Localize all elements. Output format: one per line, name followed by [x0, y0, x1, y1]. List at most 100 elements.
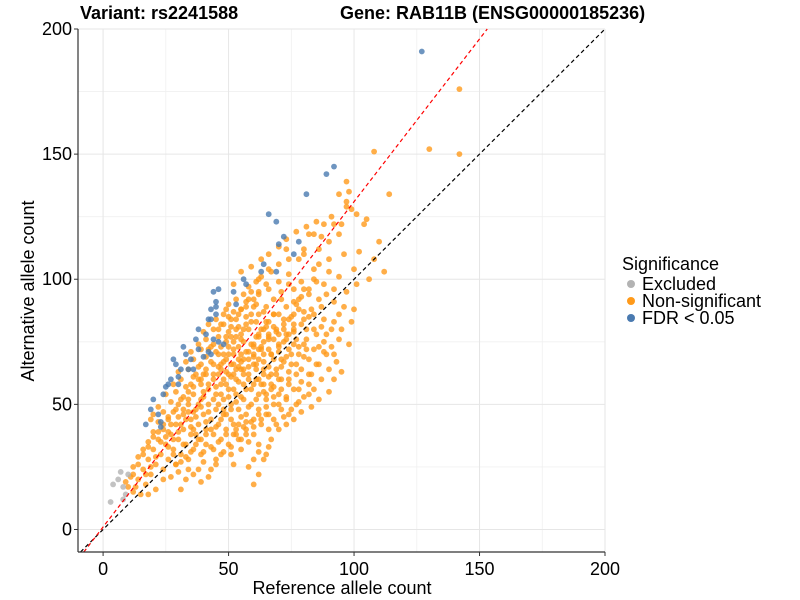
point-non-significant [253, 396, 260, 403]
point-non-significant [243, 303, 250, 310]
point-non-significant [243, 411, 250, 418]
point-non-significant [341, 251, 347, 258]
point-non-significant [255, 276, 262, 283]
point-non-significant [316, 261, 322, 268]
point-non-significant [245, 376, 252, 383]
point-non-significant [135, 476, 142, 483]
point-non-significant [225, 351, 232, 358]
point-fdr-0-05 [213, 303, 219, 310]
point-non-significant [283, 246, 290, 253]
point-non-significant [255, 471, 262, 478]
point-non-significant [170, 446, 177, 453]
point-non-significant [238, 306, 245, 313]
point-non-significant [351, 266, 357, 273]
point-non-significant [208, 416, 214, 423]
point-non-significant [313, 218, 320, 225]
point-non-significant [240, 366, 247, 373]
point-non-significant [225, 394, 232, 400]
point-non-significant [215, 326, 222, 333]
point-non-significant [223, 333, 230, 340]
point-non-significant [245, 404, 252, 410]
point-non-significant [188, 449, 194, 455]
point-non-significant [280, 414, 287, 420]
point-non-significant [205, 409, 212, 415]
point-non-significant [125, 484, 132, 490]
point-non-significant [326, 388, 332, 395]
point-non-significant [170, 409, 177, 415]
point-non-significant [240, 291, 247, 298]
point-non-significant [145, 444, 152, 450]
point-non-significant [228, 416, 235, 423]
point-non-significant [326, 238, 332, 245]
point-fdr-0-05 [260, 261, 267, 268]
point-non-significant [265, 286, 272, 293]
point-non-significant [190, 426, 197, 433]
x-axis-label: Reference allele count [252, 578, 431, 598]
point-non-significant [230, 281, 237, 288]
x-tick-label: 50 [219, 559, 239, 579]
point-non-significant [295, 351, 302, 358]
point-fdr-0-05 [173, 361, 179, 368]
point-non-significant [230, 461, 237, 468]
point-non-significant [140, 446, 147, 453]
point-non-significant [275, 391, 282, 398]
point-non-significant [220, 449, 227, 455]
point-non-significant [245, 326, 252, 333]
y-tick-label: 100 [42, 269, 72, 289]
point-fdr-0-05 [157, 424, 164, 430]
point-fdr-0-05 [213, 298, 219, 305]
point-non-significant [343, 288, 350, 295]
point-non-significant [290, 341, 297, 348]
point-fdr-0-05 [142, 421, 149, 428]
point-non-significant [283, 303, 290, 310]
point-non-significant [275, 261, 282, 268]
point-non-significant [338, 368, 345, 375]
point-non-significant [168, 399, 174, 405]
point-non-significant [331, 221, 337, 228]
point-non-significant [290, 416, 297, 423]
point-non-significant [245, 348, 252, 355]
point-non-significant [193, 414, 199, 420]
point-non-significant [258, 343, 265, 350]
point-non-significant [248, 311, 255, 318]
point-non-significant [353, 211, 360, 218]
point-non-significant [175, 429, 182, 435]
point-excluded [120, 496, 127, 503]
point-fdr-0-05 [208, 351, 214, 358]
point-non-significant [210, 371, 217, 378]
point-non-significant [233, 316, 240, 323]
y-tick-label: 200 [42, 19, 72, 39]
point-non-significant [295, 306, 302, 313]
point-non-significant [200, 449, 207, 455]
point-non-significant [361, 221, 367, 228]
point-fdr-0-05 [323, 171, 330, 178]
point-non-significant [195, 376, 202, 383]
point-non-significant [260, 456, 267, 463]
point-non-significant [200, 459, 207, 465]
point-non-significant [230, 346, 237, 353]
point-non-significant [193, 441, 199, 448]
point-non-significant [175, 401, 182, 408]
point-non-significant [218, 416, 224, 423]
point-non-significant [263, 404, 270, 410]
point-non-significant [250, 341, 257, 348]
point-non-significant [170, 381, 177, 388]
point-non-significant [228, 323, 235, 330]
point-non-significant [210, 376, 217, 383]
point-non-significant [188, 348, 194, 355]
point-non-significant [195, 466, 202, 473]
point-non-significant [295, 296, 302, 303]
point-non-significant [280, 316, 287, 323]
point-non-significant [250, 456, 257, 463]
point-non-significant [278, 363, 285, 370]
point-non-significant [250, 351, 257, 358]
point-non-significant [215, 333, 222, 340]
y-tick-label: 150 [42, 144, 72, 164]
point-non-significant [288, 406, 295, 413]
point-non-significant [225, 313, 232, 320]
point-fdr-0-05 [160, 391, 167, 398]
point-non-significant [255, 441, 262, 448]
point-non-significant [293, 228, 300, 235]
point-non-significant [321, 338, 327, 345]
point-non-significant [285, 368, 292, 375]
